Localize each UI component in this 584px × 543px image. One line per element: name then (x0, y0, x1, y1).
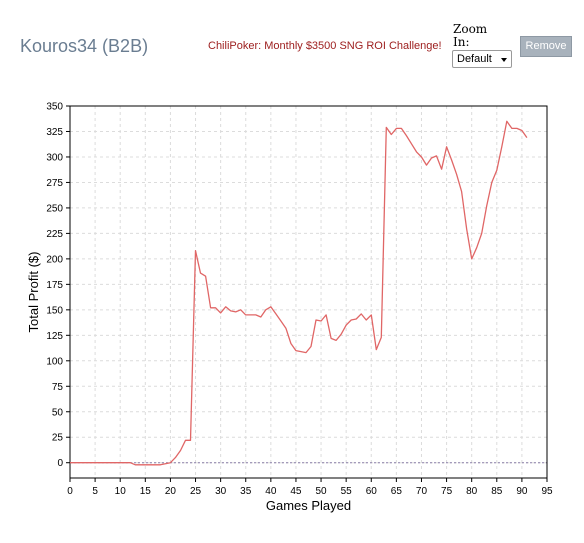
x-tick-label: 40 (265, 486, 277, 497)
x-tick-label: 30 (215, 486, 227, 497)
zoom-select[interactable]: Default (452, 50, 512, 68)
y-tick-label: 100 (46, 356, 63, 367)
plot-area (69, 105, 548, 479)
x-tick-label: 15 (140, 486, 152, 497)
y-axis-label: Total Profit ($) (26, 252, 41, 333)
x-tick-label: 80 (466, 486, 478, 497)
zoom-label: Zoom In: (453, 22, 488, 49)
series-group (70, 120, 528, 466)
x-tick-label: 85 (491, 486, 503, 497)
y-tick-label: 225 (46, 229, 63, 240)
x-tick-label: 20 (165, 486, 177, 497)
x-tick-label: 95 (541, 486, 553, 497)
chart-grid (69, 105, 548, 478)
axis-ticks: 0 5 10 15 20 25 30 35 40 45 50 55 60 65 70 75 80 85 90 95 0 2… (46, 102, 553, 498)
x-tick-label: 55 (341, 486, 353, 497)
x-tick-label: 45 (290, 486, 302, 497)
y-tick-label: 325 (46, 127, 63, 138)
x-tick-label: 5 (92, 486, 98, 497)
challenge-link[interactable]: ChiliPoker: Monthly $3500 SNG ROI Challe… (208, 40, 442, 52)
player-name: Kouros34 (B2B) (20, 36, 149, 56)
y-tick-label: 0 (57, 458, 63, 469)
chevron-down-icon (501, 58, 507, 62)
y-tick-label: 175 (46, 280, 63, 291)
series-line (70, 120, 528, 466)
y-tick-label: 300 (46, 152, 63, 163)
x-tick-label: 70 (416, 486, 428, 497)
x-tick-label: 10 (115, 486, 127, 497)
x-tick-label: 0 (67, 486, 73, 497)
x-tick-label: 90 (516, 486, 528, 497)
x-tick-label: 60 (366, 486, 378, 497)
x-tick-label: 65 (391, 486, 403, 497)
y-tick-label: 75 (52, 382, 64, 393)
x-tick-label: 75 (441, 486, 453, 497)
y-tick-label: 200 (46, 254, 63, 265)
y-tick-label: 125 (46, 331, 63, 342)
x-tick-label: 35 (240, 486, 252, 497)
y-tick-label: 25 (52, 433, 64, 444)
x-tick-label: 25 (190, 486, 202, 497)
y-tick-label: 350 (46, 102, 63, 113)
y-tick-label: 150 (46, 305, 63, 316)
x-tick-label: 50 (315, 486, 327, 497)
x-axis-label: Games Played (266, 498, 351, 513)
zoom-select-value: Default (457, 53, 492, 65)
y-tick-label: 275 (46, 178, 63, 189)
y-tick-label: 50 (52, 407, 64, 418)
y-tick-label: 250 (46, 203, 63, 214)
remove-button[interactable]: Remove (520, 36, 572, 57)
